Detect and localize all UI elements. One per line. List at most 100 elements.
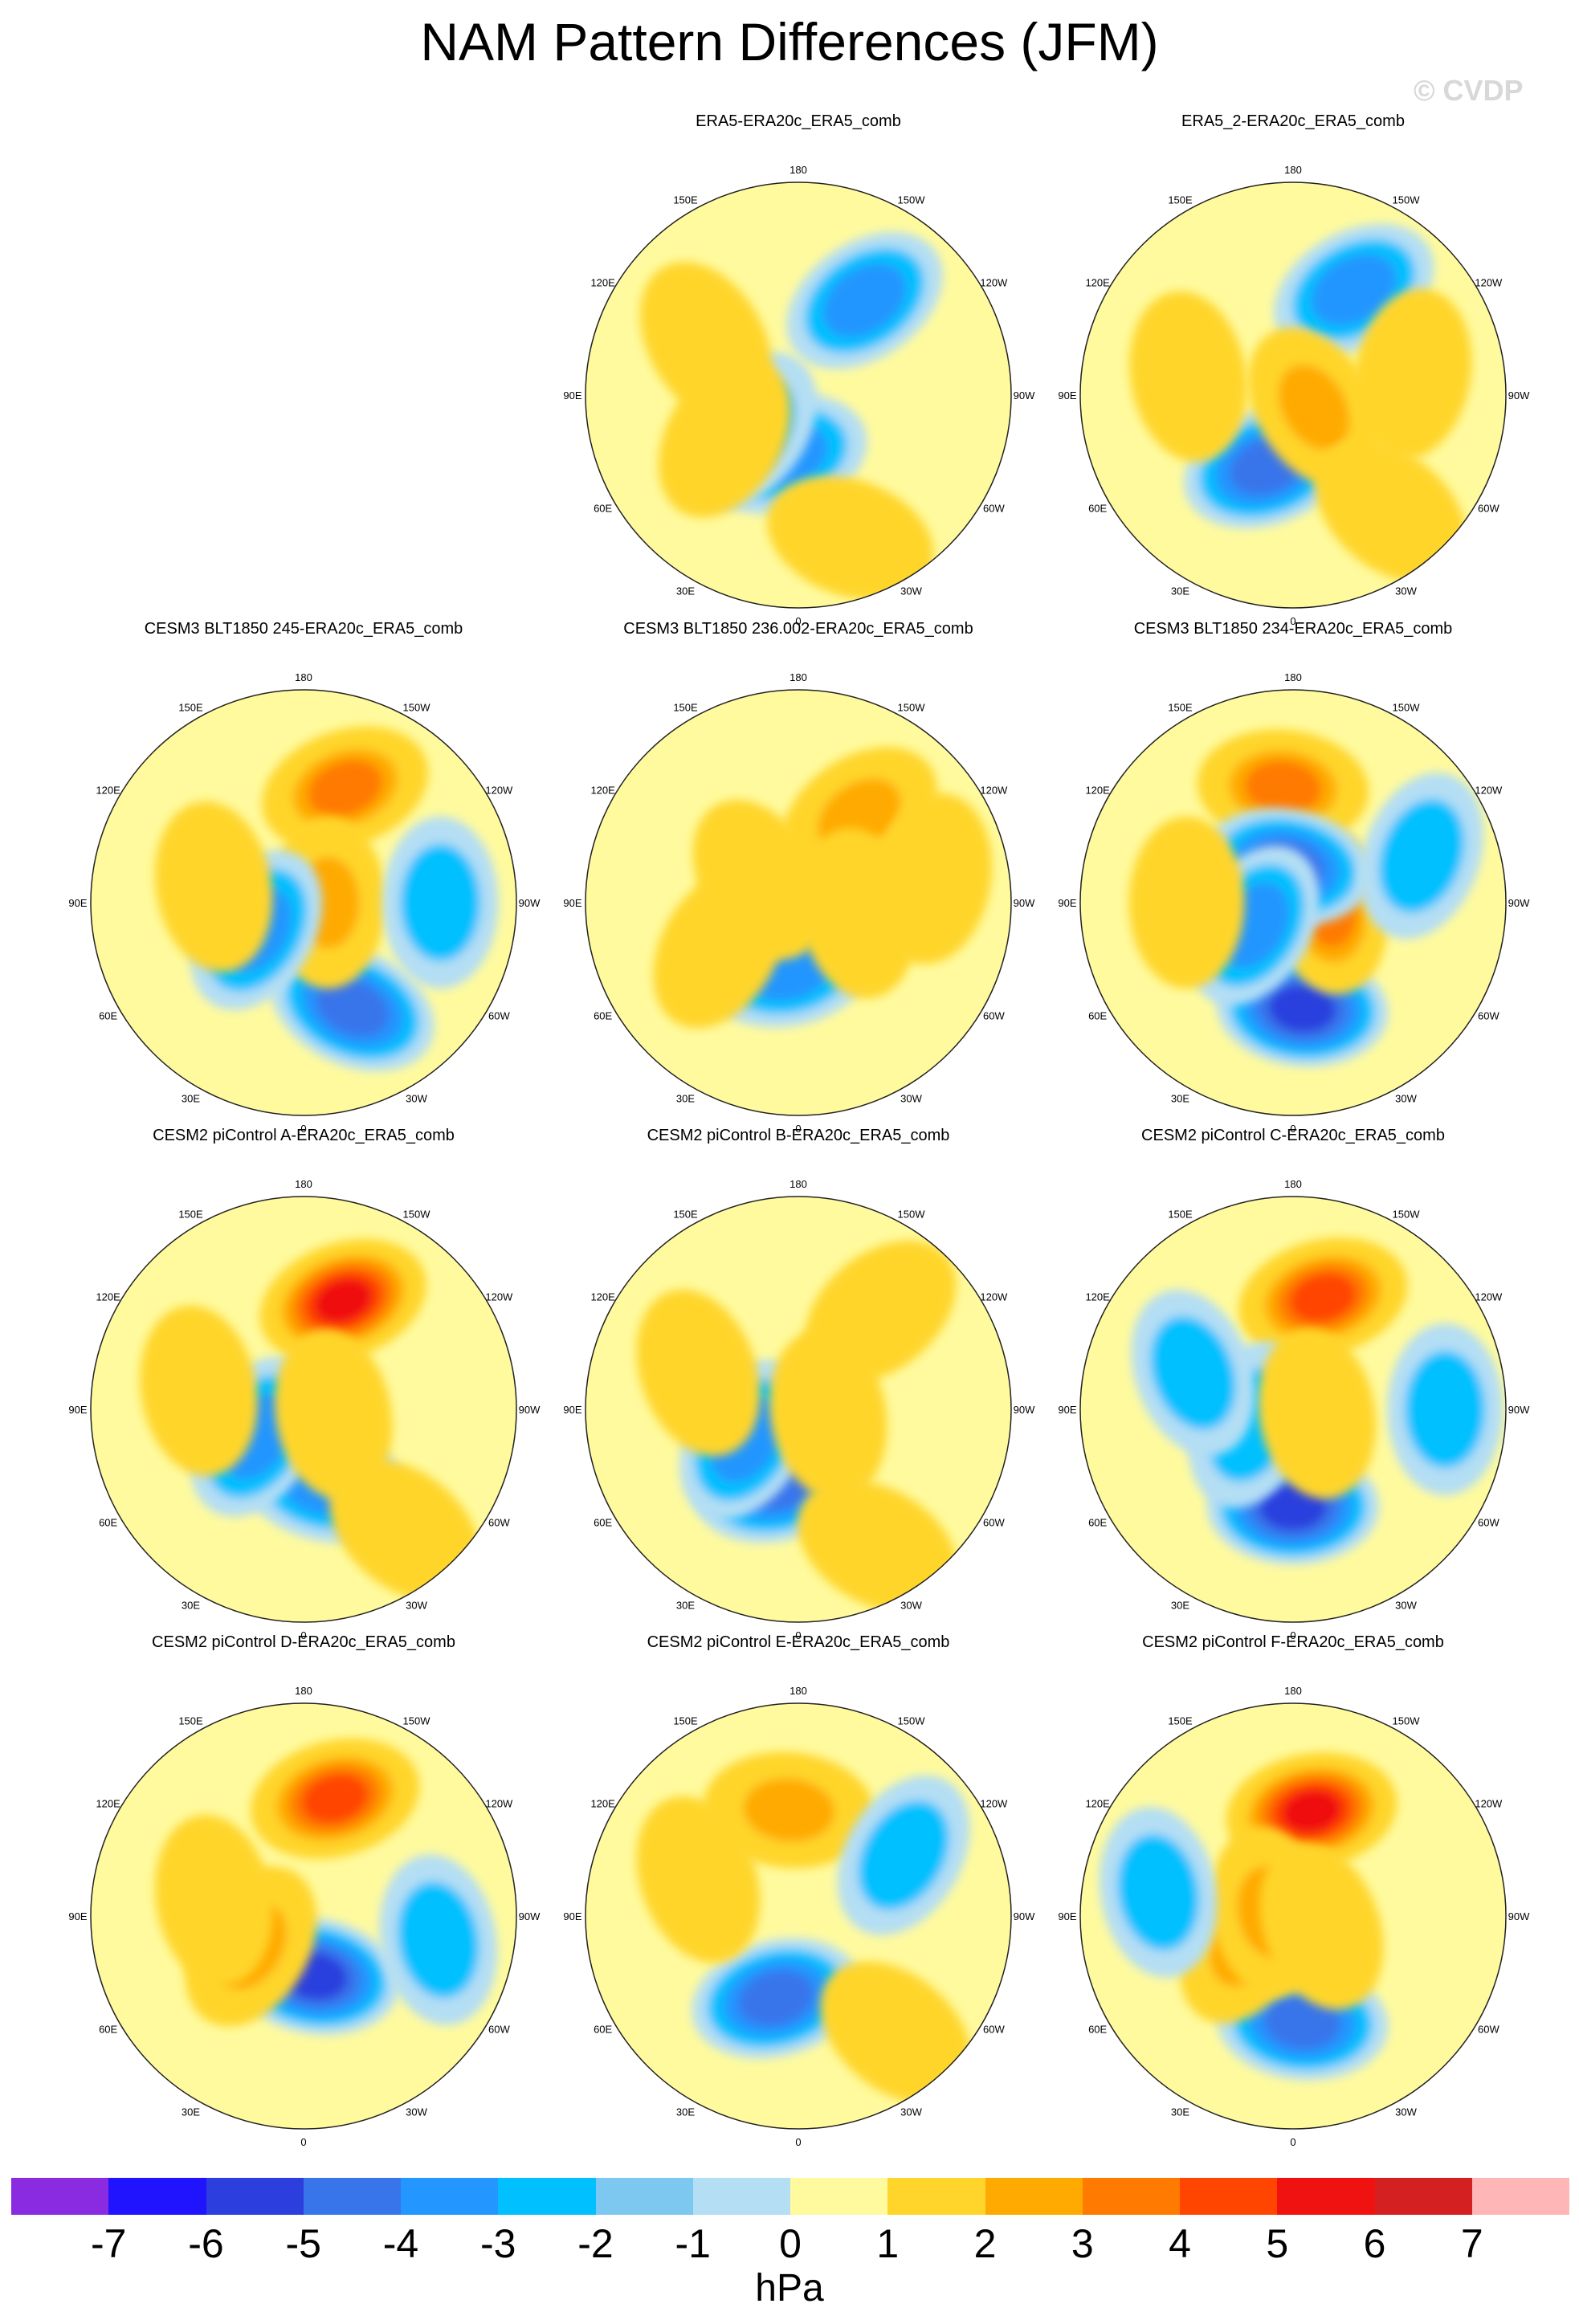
longitude-label: 60E [99,1010,117,1022]
panel-title: ERA5-ERA20c_ERA5_comb [696,112,901,130]
colorbar-tick-label: 2 [973,2221,997,2266]
longitude-label: 0 [1290,615,1295,626]
longitude-label: 30W [1395,585,1417,597]
colorbar-swatch [498,2178,596,2215]
map-panel: CESM2 piControl F-ERA20c_ERA5_comb 180 150… [1044,1633,1542,2147]
longitude-label: 150W [403,1715,431,1727]
longitude-label: 150E [673,1209,698,1221]
longitude-label: 60E [1088,2024,1107,2036]
longitude-label: 90E [563,897,581,909]
map-border [1079,1196,1507,1623]
longitude-label: 150W [403,1209,431,1221]
colorbar-tick-label: 3 [1071,2221,1094,2266]
positive-anomaly-4 [154,1815,273,1986]
polar-map: 180 150E 120E 90E 60E 30E 0 30W 60W 90W 120W 150W [68,1685,541,2147]
negative-anomaly-2 [837,1775,970,1935]
longitude-label: 120W [1475,1798,1503,1810]
polar-map: 180 150E 120E 90E 60E 30E 0 30W 60W 90W 120W 150W [563,671,1035,1134]
longitude-label: 60E [99,2024,117,2036]
longitude-label: 30W [900,1599,922,1611]
longitude-label: 120W [485,1798,513,1810]
polar-map: 180 150E 120E 90E 60E 30E 0 30W 60W 90W 120W 150W [68,671,541,1134]
longitude-label: 0 [795,2136,801,2147]
colorbar-tick-label: 1 [876,2221,900,2266]
colorbar-swatch [1082,2178,1180,2215]
longitude-label: 60W [983,2024,1005,2036]
longitude-label: 90E [1058,389,1076,402]
polar-map: 180 150E 120E 90E 60E 30E 0 30W 60W 90W 120W 150W [563,1685,1035,2147]
longitude-label: 150E [178,702,203,714]
contour-level [828,1262,932,1360]
positive-anomaly-5 [767,475,934,600]
map-panel: CESM3 BLT1850 236.002-ERA20c_ERA5_comb 18… [549,620,1047,1134]
positive-anomaly-5 [798,1480,957,1613]
longitude-label: 180 [790,1685,807,1697]
longitude-label: 60E [99,1517,117,1529]
longitude-label: 60E [594,503,612,515]
longitude-label: 60W [488,1517,510,1529]
colorbar-tick-label: 5 [1266,2221,1289,2266]
longitude-label: 90W [1508,897,1530,909]
contour-level [655,1315,741,1430]
longitude-label: 30E [1171,2106,1189,2118]
colorbar-units: hPa [755,2267,824,2310]
contour-level [173,1841,255,1959]
longitude-label: 120W [980,785,1008,797]
contour-level [1290,1273,1357,1323]
colorbar-swatch [401,2178,499,2215]
longitude-label: 90W [519,1910,541,1922]
longitude-label: 180 [295,1178,312,1190]
colorbar-tick-label: -3 [480,2221,516,2266]
longitude-label: 90W [1014,1910,1035,1922]
contour-level [292,1356,374,1474]
polar-map: 180 150E 120E 90E 60E 30E 0 30W 60W 90W 120W 150W [1058,164,1530,626]
longitude-label: 120E [96,1798,120,1810]
longitude-label: 120W [485,1291,513,1303]
longitude-label: 120E [590,1291,615,1303]
panel-title: CESM2 piControl B-ERA20c_ERA5_comb [647,1127,950,1144]
colorbar-swatch [1277,2178,1375,2215]
colorbar-tick-label: 7 [1460,2221,1483,2266]
contour-level [1264,1995,1341,2049]
contour-level [844,1984,949,2081]
contour-level [1150,1315,1236,1430]
positive-anomaly-4 [636,1290,761,1457]
map-panel: CESM2 piControl A-ERA20c_ERA5_comb 180 150… [55,1127,553,1641]
longitude-label: 150E [673,194,698,206]
longitude-label: 30W [900,1092,922,1104]
contour-level [1405,1350,1486,1469]
positive-anomaly-4 [154,801,273,972]
colorbar-tick-label: -2 [577,2221,614,2266]
positive-anomaly-0 [1197,729,1369,846]
map-panel: CESM2 piControl B-ERA20c_ERA5_comb 180 150… [549,1127,1047,1641]
map-panel: ERA5-ERA20c_ERA5_comb 180 150E 120E 90E 60E 30… [549,112,1047,626]
map-border [585,1196,1012,1623]
polar-map: 180 150E 120E 90E 60E 30E 0 30W 60W 90W 120W 150W [563,164,1035,626]
longitude-label: 150E [1168,702,1193,714]
main-title: NAM Pattern Differences (JFM) [420,12,1159,71]
contour-level [1339,463,1443,561]
panel-title: ERA5_2-ERA20c_ERA5_comb [1181,112,1405,130]
longitude-label: 120E [96,785,120,797]
contour-level [1279,1869,1365,1984]
longitude-label: 0 [300,1629,306,1641]
longitude-label: 180 [790,671,807,683]
map-border [90,689,517,1116]
positive-anomaly-0 [703,1751,875,1869]
longitude-label: 90E [1058,1910,1076,1922]
map-panel: CESM2 piControl C-ERA20c_ERA5_comb 180 150… [1044,1127,1542,1641]
negative-anomaly-5 [1360,773,1484,940]
longitude-label: 150E [673,1715,698,1727]
polar-map: 180 150E 120E 90E 60E 30E 0 30W 60W 90W 120W 150W [1058,671,1530,1134]
negative-anomaly-5 [382,817,499,989]
panel-title: CESM3 BLT1850 234-ERA20c_ERA5_comb [1133,620,1453,638]
colorbar-swatch [303,2178,401,2215]
positive-anomaly-3 [636,1796,761,1963]
map-panel: CESM3 BLT1850 245-ERA20c_ERA5_comb 180 150… [55,620,553,1134]
positive-anomaly-4 [820,1961,972,2104]
longitude-label: 30W [406,2106,427,2118]
watermark: © CVDP [1414,74,1524,107]
colorbar-tick-label: 4 [1169,2221,1191,2266]
longitude-label: 90W [1014,897,1035,909]
contour-level [822,1500,932,1592]
